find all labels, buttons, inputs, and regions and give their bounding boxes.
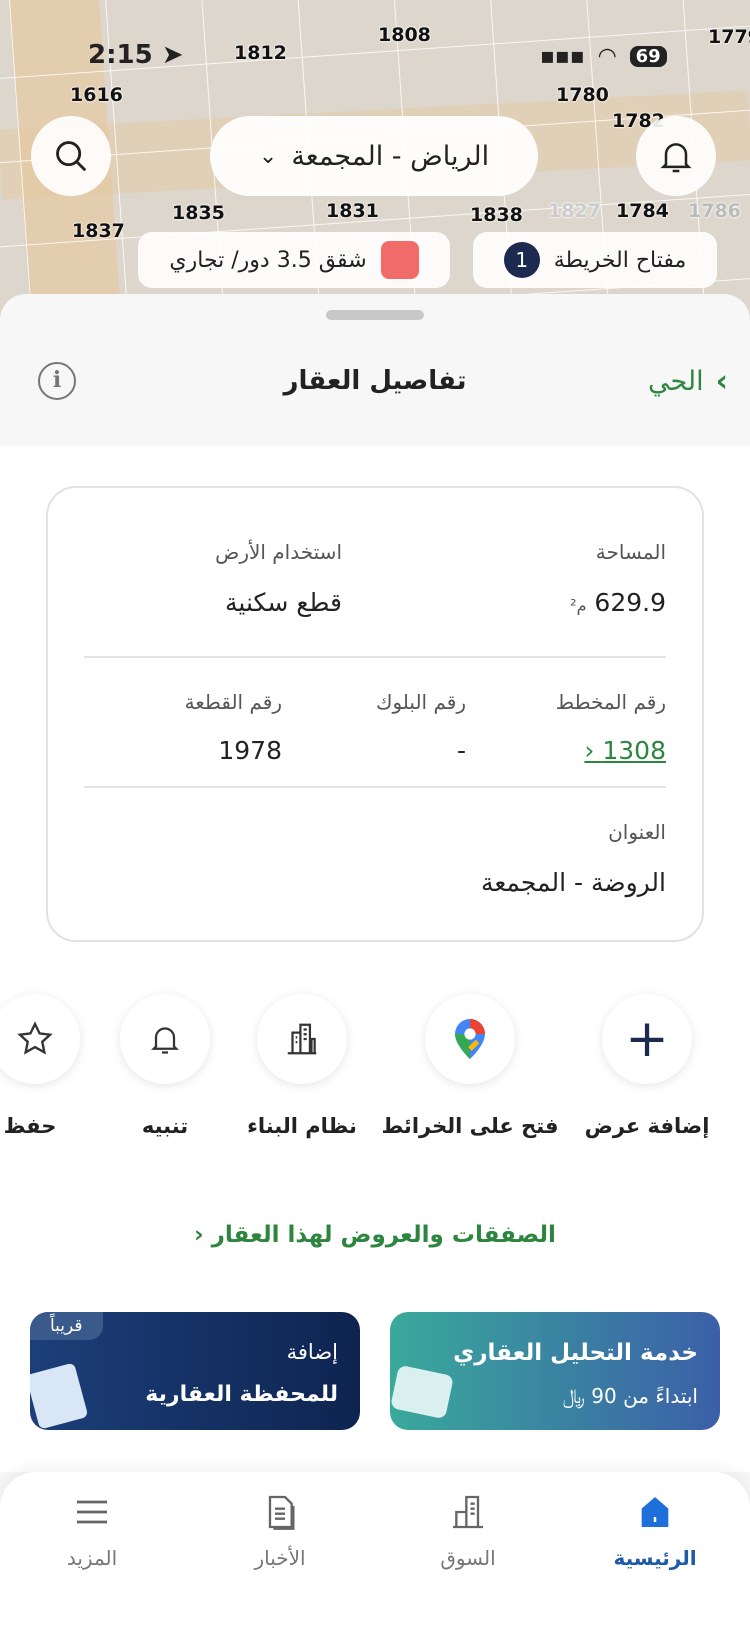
address-label: العنوان (608, 820, 666, 844)
nav-more[interactable]: المزيد (32, 1492, 152, 1570)
portfolio-card[interactable]: قريباً إضافة للمحفظة العقارية (30, 1312, 360, 1430)
back-label: الحي (647, 366, 704, 397)
map-legend-button[interactable]: مفتاح الخريطة 1 (473, 232, 717, 288)
block-label: رقم البلوك (375, 690, 466, 714)
calculator-illustration-icon (30, 1362, 89, 1430)
building-icon (287, 1023, 317, 1055)
nav-label: السوق (440, 1546, 496, 1570)
status-icons: ▪▪▪ ◠ 69 (540, 44, 667, 69)
chevron-right-icon: › (715, 364, 728, 399)
wifi-icon: ◠ (598, 44, 616, 69)
nav-home[interactable]: الرئيسية (595, 1492, 715, 1570)
plus-icon: + (625, 1009, 669, 1069)
page-title: تفاصيل العقار (283, 366, 467, 396)
bell-icon (660, 143, 692, 173)
property-details-card: المساحة 629.9 م² استخدام الأرض قطع سكنية… (46, 486, 704, 942)
nav-label: الرئيسية (613, 1546, 697, 1570)
address-value: الروضة - المجمعة (480, 868, 666, 897)
plot-number[interactable]: 1779 (708, 26, 750, 48)
plan-label: رقم المخطط (555, 690, 666, 714)
location-arrow-icon: ➤ (161, 40, 184, 70)
nav-label: الأخبار (254, 1546, 306, 1570)
plot-number[interactable]: 1835 (172, 202, 225, 224)
card-illustration-icon (390, 1364, 454, 1420)
info-icon[interactable]: i (38, 362, 76, 400)
back-to-district-button[interactable]: › الحي (648, 364, 728, 399)
open-in-maps-button[interactable] (425, 994, 515, 1084)
city-selector[interactable]: ⌄ الرياض - المجمعة (210, 116, 538, 196)
action-label: تنبيه (141, 1114, 189, 1138)
chevron-down-icon: ⌄ (258, 143, 278, 169)
action-label: نظام البناء (247, 1114, 357, 1138)
promo-subtitle: للمحفظة العقارية (145, 1382, 338, 1407)
map-pin-icon (455, 1019, 485, 1059)
deals-offers-link[interactable]: الصفقات والعروض لهذا العقار ‹ (194, 1222, 556, 1248)
divider (84, 656, 666, 658)
drag-handle[interactable] (326, 310, 424, 320)
analysis-service-card[interactable]: خدمة التحليل العقاري ابتداءً من 90 ﷼ (390, 1312, 720, 1430)
city-selector-label: الرياض - المجمعة (291, 140, 490, 172)
nav-label: المزيد (66, 1546, 118, 1570)
coming-soon-badge: قريباً (30, 1312, 103, 1340)
zoning-label: شقق 3.5 دور/ تجاري (169, 247, 367, 273)
plot-value: 1978 (218, 736, 282, 765)
plot-number[interactable]: 1837 (72, 220, 125, 242)
alert-button[interactable] (120, 994, 210, 1084)
building-regulations-button[interactable] (257, 994, 347, 1084)
status-time: 2:15 ➤ (88, 40, 184, 70)
bell-icon (151, 1027, 179, 1054)
zoning-chip[interactable]: شقق 3.5 دور/ تجاري (138, 232, 450, 288)
action-label: إضافة عرض (584, 1114, 710, 1138)
promo-title: إضافة (286, 1340, 338, 1364)
area-value: 629.9 م² (570, 588, 666, 617)
action-label: فتح على الخرائط (381, 1114, 559, 1138)
star-icon (17, 1021, 53, 1055)
plot-number[interactable]: 1838 (470, 204, 523, 226)
bottom-sheet-header: i تفاصيل العقار › الحي (0, 294, 750, 446)
land-use-label: استخدام الأرض (215, 540, 342, 564)
signal-icon: ▪▪▪ (540, 44, 585, 69)
divider (84, 786, 666, 788)
nav-market[interactable]: السوق (408, 1492, 528, 1570)
notifications-button[interactable] (636, 116, 716, 196)
plot-number[interactable]: 1780 (556, 84, 609, 106)
land-use-value: قطع سكنية (225, 588, 342, 617)
plot-number[interactable]: 1784 (616, 200, 669, 222)
zoning-color-swatch (380, 241, 419, 279)
plan-number-link[interactable]: 1308 ‹ (584, 736, 666, 765)
plot-number[interactable]: 1786 (688, 200, 741, 222)
save-button[interactable] (0, 994, 80, 1084)
legend-label: مفتاح الخريطة (553, 247, 687, 273)
plot-number[interactable]: 1831 (326, 200, 379, 222)
menu-icon (77, 1500, 107, 1524)
plot-number[interactable]: 1616 (70, 84, 123, 106)
action-label: حفظ (3, 1114, 57, 1138)
market-icon (453, 1495, 483, 1529)
home-icon (641, 1497, 669, 1527)
news-icon (268, 1495, 295, 1530)
add-offer-button[interactable]: + (602, 994, 692, 1084)
nav-news[interactable]: الأخبار (220, 1492, 340, 1570)
block-value: - (456, 736, 466, 765)
plot-label: رقم القطعة (184, 690, 282, 714)
legend-count-badge: 1 (503, 242, 540, 278)
search-button[interactable] (31, 116, 111, 196)
content: المساحة 629.9 م² استخدام الأرض قطع سكنية… (0, 446, 750, 1472)
area-label: المساحة (595, 540, 666, 564)
plot-number[interactable]: 1827 (548, 200, 601, 222)
plot-number[interactable]: 1812 (234, 42, 287, 64)
bottom-nav: الرئيسية السوق الأخبار المزيد (0, 1472, 750, 1628)
promo-title: خدمة التحليل العقاري (453, 1340, 698, 1366)
search-icon (56, 141, 87, 172)
promo-subtitle: ابتداءً من 90 ﷼ (562, 1384, 698, 1408)
plot-number[interactable]: 1808 (378, 24, 431, 46)
map-view[interactable]: 1616 1812 1808 1780 1779 1782 1827 1784 … (0, 0, 750, 320)
battery-icon: 69 (629, 46, 667, 67)
